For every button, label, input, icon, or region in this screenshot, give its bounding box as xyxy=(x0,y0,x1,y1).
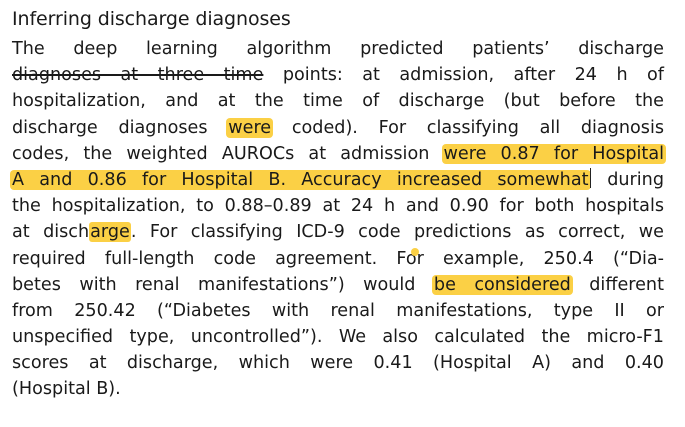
text-cursor xyxy=(589,167,592,188)
text-run: r example, 250.4 (“Dia- xyxy=(416,248,665,269)
text-line: at discharge. For classifying ICD-9 code… xyxy=(12,219,664,245)
strikethrough-text: diagnoses at three time xyxy=(12,65,264,86)
text-run: at disch xyxy=(12,222,90,243)
highlighted-text: be considered xyxy=(431,274,573,295)
text-line: discharge diagnoses were coded). For cla… xyxy=(12,115,664,141)
body-paragraph: The deep learning algorithm predicted pa… xyxy=(10,36,667,403)
highlighted-text: A and 0.86 for Hospital B. Accuracy incr… xyxy=(10,169,591,190)
text-run: different xyxy=(570,274,664,295)
text-line: scores at discharge, which were 0.41 (Ho… xyxy=(12,350,664,376)
text-run: points: at admission, after 24 h of xyxy=(263,65,665,86)
text-line: (Hospital B). xyxy=(12,376,664,402)
text-line: required full-length code agreement. For… xyxy=(12,246,664,272)
text-run: discharge diagnoses xyxy=(12,117,229,138)
highlighted-text: arge xyxy=(89,222,131,243)
text-run: hospitalization, and at the time of disc… xyxy=(12,91,664,112)
text-run: codes, the weighted AUROCs at admission xyxy=(12,143,444,164)
text-run: scores at discharge, which were 0.41 (Ho… xyxy=(12,353,664,374)
text-run: from 250.42 (“Diabetes with renal manife… xyxy=(12,300,664,321)
text-line: betes with renal manifestations”) would … xyxy=(12,272,664,298)
text-line: hospitalization, and at the time of disc… xyxy=(12,88,664,114)
section-heading: Inferring discharge diagnoses xyxy=(12,8,291,30)
text-run: coded). For classifying all diagnosis xyxy=(271,117,664,138)
text-line: diagnoses at three time points: at admis… xyxy=(12,62,664,88)
text-line: codes, the weighted AUROCs at admission … xyxy=(12,141,667,167)
highlighted-text: were 0.87 for Hospital xyxy=(441,143,667,164)
text-run: unspecified type, uncontrolled”). We als… xyxy=(12,327,664,348)
text-run: betes with renal manifestations”) would xyxy=(12,274,434,295)
text-line: unspecified type, uncontrolled”). We als… xyxy=(12,324,664,350)
document-page: Inferring discharge diagnoses The deep l… xyxy=(10,6,667,403)
text-line: the hospitalization, to 0.88–0.89 at 24 … xyxy=(12,193,664,219)
highlight-mark xyxy=(410,247,419,256)
text-run: the hospitalization, to 0.88–0.89 at 24 … xyxy=(12,196,664,217)
text-run: . For classifying ICD-9 code predictions… xyxy=(130,222,664,243)
text-line: The deep learning algorithm predicted pa… xyxy=(12,36,664,62)
text-line: A and 0.86 for Hospital B. Accuracy incr… xyxy=(10,167,664,193)
text-run: during xyxy=(592,169,664,190)
text-run: (Hospital B). xyxy=(12,379,121,400)
text-run: required full-length code agreement. Fo xyxy=(12,248,417,269)
highlighted-text: were xyxy=(226,117,274,138)
text-line: from 250.42 (“Diabetes with renal manife… xyxy=(12,298,664,324)
text-run: The deep learning algorithm predicted pa… xyxy=(12,39,664,59)
